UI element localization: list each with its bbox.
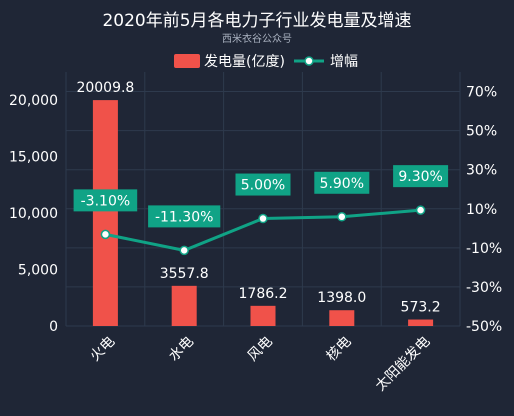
bar bbox=[408, 319, 434, 326]
grid-layer bbox=[65, 72, 461, 327]
legend[interactable]: 发电量(亿度) 增幅 bbox=[174, 54, 358, 70]
line-point bbox=[179, 245, 189, 256]
y-left-tick-label: 15,000 bbox=[9, 150, 58, 166]
bar bbox=[171, 285, 197, 326]
bar bbox=[250, 305, 276, 326]
line-value-tag bbox=[314, 171, 370, 194]
x-tick-label: 核电 bbox=[324, 334, 355, 365]
legend-bar-label[interactable]: 发电量(亿度) bbox=[204, 54, 285, 70]
y-left-tick-label: 5,000 bbox=[18, 263, 58, 279]
line-value-label: 5.00% bbox=[241, 178, 285, 194]
bar bbox=[92, 100, 118, 326]
line-value-label: 9.30% bbox=[398, 169, 442, 185]
x-tick-label: 风电 bbox=[245, 334, 276, 365]
line-value-label: -11.30% bbox=[155, 209, 213, 225]
y-right-tick-label: -30% bbox=[466, 280, 502, 296]
bars-layer: 20009.8 3557.8 1786.2 1398.0 573.2 bbox=[76, 80, 441, 326]
chart-subtitle: 西米衣谷公众号 bbox=[222, 32, 292, 45]
legend-line-marker[interactable] bbox=[304, 56, 314, 66]
y-left-tick-label: 0 bbox=[49, 319, 58, 335]
line-value-label: -3.10% bbox=[81, 193, 131, 209]
bar-value-label: 573.2 bbox=[401, 300, 441, 316]
y-left-tick-label: 10,000 bbox=[9, 206, 58, 222]
line-layer: -3.10% -11.30% 5.00% 5.90% 9.30% bbox=[73, 165, 449, 256]
line-point bbox=[100, 229, 111, 240]
bar bbox=[329, 310, 355, 326]
bar-value-label: 3557.8 bbox=[160, 266, 209, 282]
line-point bbox=[258, 213, 268, 224]
y-right-tick-label: -10% bbox=[466, 241, 502, 257]
line-value-label: 5.90% bbox=[320, 176, 364, 192]
line-value-tag bbox=[73, 189, 138, 212]
y-right-tick-label: 30% bbox=[466, 163, 497, 179]
y-right-tick-label: 10% bbox=[466, 202, 497, 218]
bar-value-label: 1786.2 bbox=[239, 286, 288, 302]
line-point bbox=[337, 212, 347, 222]
y-right-tick-label: 70% bbox=[466, 85, 497, 101]
x-tick-label: 太阳能发电 bbox=[373, 334, 434, 395]
y-left-tick-label: 20,000 bbox=[9, 93, 58, 109]
y-right-tick-label: -50% bbox=[466, 319, 502, 335]
bar-value-label: 1398.0 bbox=[317, 290, 366, 306]
bar-value-label: 20009.8 bbox=[76, 80, 134, 96]
x-tick-label: 水电 bbox=[166, 334, 197, 365]
chart-title: 2020年前5月各电力子行业发电量及增速 bbox=[102, 11, 411, 31]
line-value-tag bbox=[393, 165, 449, 188]
line-point bbox=[415, 205, 426, 215]
line-value-tag bbox=[235, 173, 291, 196]
line-value-tag bbox=[148, 205, 221, 228]
y-right-tick-label: 50% bbox=[466, 124, 497, 140]
legend-bar-swatch[interactable] bbox=[174, 54, 200, 68]
x-tick-label: 火电 bbox=[87, 334, 118, 365]
legend-line-label[interactable]: 增幅 bbox=[330, 54, 358, 70]
